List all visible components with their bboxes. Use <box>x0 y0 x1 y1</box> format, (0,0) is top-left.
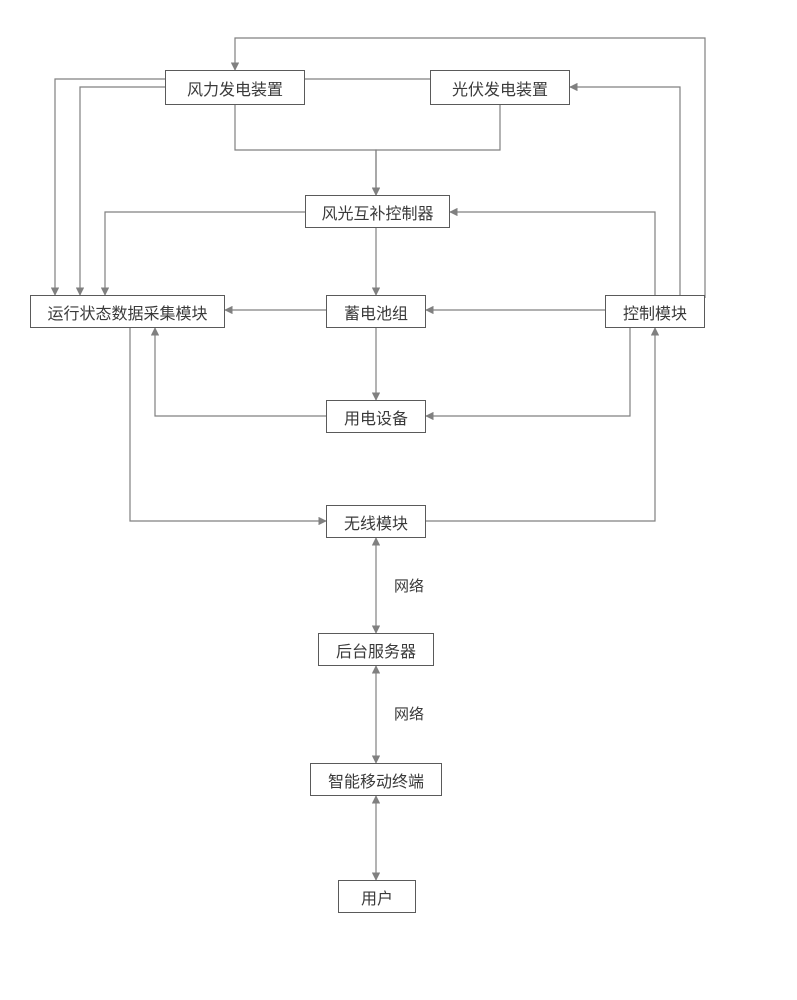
node-load: 用电设备 <box>326 400 426 433</box>
node-wireless: 无线模块 <box>326 505 426 538</box>
node-pv: 光伏发电装置 <box>430 70 570 105</box>
edge-ctrl-hybrid <box>450 212 655 295</box>
node-hybrid: 风光互补控制器 <box>305 195 450 228</box>
edge-ctrl-pv <box>570 87 680 295</box>
edge-hybrid-acq <box>105 212 305 295</box>
edge-label: 网络 <box>394 575 424 596</box>
edge-layer <box>0 0 797 1000</box>
edge-label: 网络 <box>394 703 424 724</box>
node-server: 后台服务器 <box>318 633 434 666</box>
node-wind: 风力发电装置 <box>165 70 305 105</box>
edge-acq-wireless <box>130 328 326 521</box>
edge-pv-acq <box>55 79 430 295</box>
node-ctrl: 控制模块 <box>605 295 705 328</box>
edge-wind-hybrid <box>235 105 376 195</box>
node-terminal: 智能移动终端 <box>310 763 442 796</box>
edge-wireless-ctrl <box>426 328 655 521</box>
edge-ctrl-load <box>426 328 630 416</box>
node-battery: 蓄电池组 <box>326 295 426 328</box>
edge-wind-acq <box>80 87 165 295</box>
node-user: 用户 <box>338 880 416 913</box>
edge-pv-hybrid <box>376 105 500 195</box>
edge-load-acq <box>155 328 326 416</box>
node-acq: 运行状态数据采集模块 <box>30 295 225 328</box>
